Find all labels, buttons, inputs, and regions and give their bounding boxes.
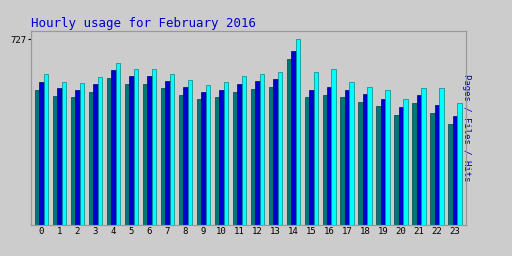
Bar xyxy=(143,84,147,225)
Bar xyxy=(413,103,417,225)
Bar xyxy=(179,95,183,225)
Bar xyxy=(345,90,350,225)
Bar xyxy=(394,115,399,225)
Bar xyxy=(183,87,187,225)
Bar xyxy=(62,82,66,225)
Bar xyxy=(358,102,363,225)
Bar xyxy=(215,97,219,225)
Bar xyxy=(98,77,102,225)
Bar xyxy=(273,79,278,225)
Bar xyxy=(201,92,206,225)
Bar xyxy=(386,90,390,225)
Bar xyxy=(417,95,421,225)
Bar xyxy=(57,88,62,225)
Bar xyxy=(381,99,386,225)
Bar xyxy=(116,63,120,225)
Bar xyxy=(39,82,44,225)
Bar xyxy=(435,105,439,225)
Bar xyxy=(309,90,313,225)
Bar xyxy=(457,103,462,225)
Bar xyxy=(134,69,138,225)
Bar xyxy=(287,59,291,225)
Bar xyxy=(53,96,57,225)
Bar xyxy=(305,97,309,225)
Bar xyxy=(250,89,255,225)
Bar xyxy=(399,107,403,225)
Bar xyxy=(80,83,84,225)
Bar xyxy=(449,124,453,225)
Bar xyxy=(368,87,372,225)
Text: Hourly usage for February 2016: Hourly usage for February 2016 xyxy=(31,17,255,29)
Bar xyxy=(93,84,98,225)
Bar xyxy=(125,84,129,225)
Bar xyxy=(421,88,426,225)
Bar xyxy=(152,69,156,225)
Bar xyxy=(206,85,210,225)
Bar xyxy=(350,82,354,225)
Bar xyxy=(71,97,75,225)
Bar xyxy=(295,39,300,225)
Bar xyxy=(278,72,282,225)
Bar xyxy=(291,51,295,225)
Bar xyxy=(232,92,237,225)
Bar xyxy=(197,99,201,225)
Bar xyxy=(89,92,93,225)
Bar xyxy=(260,74,264,225)
Bar xyxy=(453,116,457,225)
Bar xyxy=(242,76,246,225)
Bar xyxy=(106,78,111,225)
Bar xyxy=(255,81,260,225)
Bar xyxy=(187,80,192,225)
Bar xyxy=(403,99,408,225)
Y-axis label: Pages / Files / Hits: Pages / Files / Hits xyxy=(462,74,472,182)
Bar xyxy=(376,106,381,225)
Bar xyxy=(111,70,116,225)
Bar xyxy=(44,74,48,225)
Bar xyxy=(224,82,228,225)
Bar xyxy=(237,84,242,225)
Bar xyxy=(269,87,273,225)
Bar xyxy=(340,97,345,225)
Bar xyxy=(35,90,39,225)
Bar xyxy=(219,90,224,225)
Bar xyxy=(129,76,134,225)
Bar xyxy=(363,94,368,225)
Bar xyxy=(431,113,435,225)
Bar xyxy=(331,69,336,225)
Bar xyxy=(75,90,80,225)
Bar xyxy=(439,88,444,225)
Bar xyxy=(161,88,165,225)
Bar xyxy=(169,74,174,225)
Bar xyxy=(323,95,327,225)
Bar xyxy=(327,87,331,225)
Bar xyxy=(313,72,318,225)
Bar xyxy=(147,76,152,225)
Bar xyxy=(165,81,169,225)
